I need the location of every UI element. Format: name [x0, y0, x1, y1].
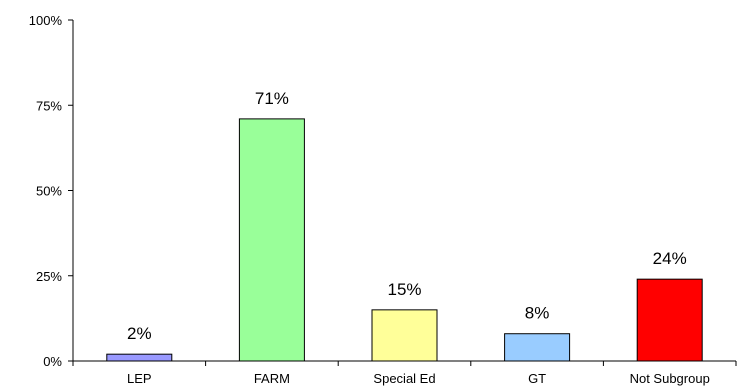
- data-label: 24%: [653, 249, 687, 268]
- data-label: 71%: [255, 89, 289, 108]
- bar-lep: [106, 353, 173, 362]
- data-label: 8%: [525, 304, 550, 323]
- data-labels: 2% 71% 15% 8% 24%: [127, 89, 687, 343]
- y-tick-label: 100%: [29, 13, 63, 28]
- data-label: 15%: [387, 280, 421, 299]
- y-tick-label: 25%: [36, 269, 62, 284]
- data-label: 2%: [127, 324, 152, 343]
- bars: [106, 118, 703, 362]
- bar-gt: [504, 333, 571, 362]
- x-tick-label: Special Ed: [373, 371, 435, 386]
- y-tick-label: 50%: [36, 184, 62, 199]
- bar-special-ed: [371, 309, 438, 362]
- y-tick-label: 75%: [36, 98, 62, 113]
- x-tick-label: Not Subgroup: [630, 371, 710, 386]
- bar-not-subgroup: [636, 278, 703, 362]
- x-tick-label: FARM: [254, 371, 290, 386]
- y-axis: 0% 25% 50% 75% 100%: [29, 13, 74, 369]
- x-axis: LEP FARM Special Ed GT Not Subgroup: [72, 360, 737, 386]
- x-tick-label: LEP: [127, 371, 152, 386]
- x-tick-label: GT: [528, 371, 546, 386]
- y-tick-label: 0%: [43, 354, 62, 369]
- bar-farm: [238, 118, 305, 362]
